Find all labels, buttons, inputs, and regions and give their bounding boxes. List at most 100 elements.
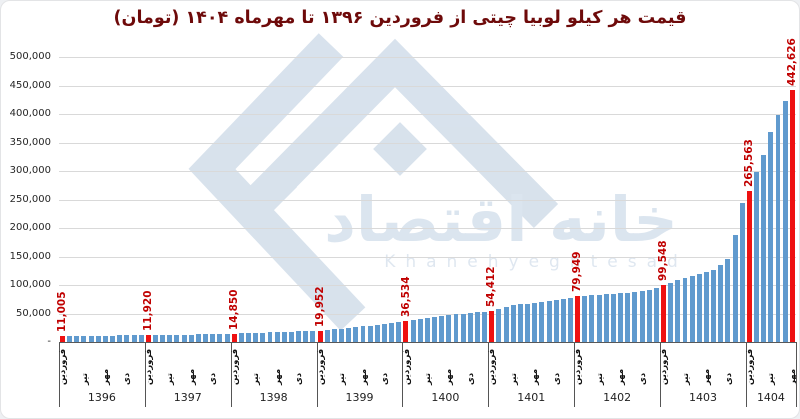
bar [253,332,259,342]
bar [782,101,788,342]
y-axis-tick-label: 250,000 [9,193,51,205]
bar [288,331,294,342]
x-axis-line [59,342,796,343]
bar [217,333,223,342]
gridline [59,256,796,258]
bar [539,301,545,342]
bar [689,275,695,342]
month-tick-label: تیر [337,373,348,385]
y-axis-tick-label: 450,000 [9,79,51,91]
gridline [59,57,796,58]
month-tick-label: مهر [101,368,111,385]
bar [296,331,302,342]
month-tick-label: فروردین [315,348,326,385]
bar [138,335,144,342]
bar [675,280,681,342]
bar [224,333,230,342]
bar [95,335,101,342]
year-label: 1400 [431,391,460,404]
month-tick-label: فروردین [58,348,69,385]
year-label: 1403 [688,391,717,404]
year-label: 1401 [517,391,546,404]
watermark-latin-text: Khanehyeghtesad [384,252,688,272]
month-tick-label: تیر [79,373,90,385]
month-tick-label: دی [380,372,391,385]
y-axis-tick-label: 400,000 [9,108,51,119]
month-tick-label: دی [551,372,562,385]
bar [381,324,387,342]
highlight-bar [575,296,581,342]
bar [260,332,266,342]
bar [532,302,538,342]
year-label: 1404 [756,391,785,404]
y-axis-tick-label: 50,000 [16,307,51,319]
watermark-persian-text: خانه اقتصاد [324,183,678,256]
bar [131,335,137,342]
y-axis-tick-label: 150,000 [9,250,51,262]
month-tick-label: مهر [444,368,455,385]
bar [711,269,717,342]
month-tick-label: مهر [358,368,369,385]
bar [732,234,738,342]
year-separator [660,342,662,407]
bar [761,155,767,342]
year-separator [316,342,318,407]
highlight-bar [489,310,495,342]
bar [417,319,423,342]
y-axis-tick-label: - [47,336,51,347]
bar [117,335,123,342]
bar [496,308,502,342]
month-tick-label: دی [122,372,133,385]
gridline [59,114,796,115]
bar [646,289,652,342]
bar [467,313,473,342]
month-tick-label: فروردین [401,348,412,385]
bar [503,306,509,342]
bar [167,334,173,342]
gridline [59,171,796,172]
bar [396,322,402,342]
bar [374,324,380,342]
bar [331,329,337,342]
bar [67,335,73,342]
bar [703,272,709,342]
month-tick-label: فروردین [229,348,240,385]
gridline [59,228,796,229]
gridline [59,199,796,201]
year-label: 1397 [173,391,202,404]
bar [546,300,552,342]
month-tick-label: دی [637,372,648,385]
month-tick-label: دی [465,372,476,385]
bar [510,305,516,342]
y-axis-tick-label: 350,000 [9,136,51,148]
bar [195,334,201,342]
bar [568,297,573,342]
bar [346,327,352,342]
gridline [59,313,796,315]
gridline [59,285,796,286]
bar [560,299,566,342]
bar [460,313,466,342]
bar [360,326,366,342]
bar [310,330,316,342]
bar-value-annotation: 11,005 [56,291,69,332]
year-separator [59,342,60,407]
bar [203,334,209,342]
bar [625,292,631,342]
year-label: 1402 [603,391,632,404]
year-separator [488,342,490,407]
highlight-bar [789,89,795,342]
bar [725,258,731,342]
bar [353,327,359,342]
year-separator [745,342,747,407]
bar [482,311,488,342]
bar [639,290,645,342]
highlight-bar [403,321,409,342]
bar [596,294,602,342]
bar [102,335,108,342]
watermark-diamond-icon [373,122,427,176]
month-tick-label: فروردین [487,348,498,385]
bar [739,203,745,342]
y-axis-tick-label: 500,000 [9,51,51,62]
